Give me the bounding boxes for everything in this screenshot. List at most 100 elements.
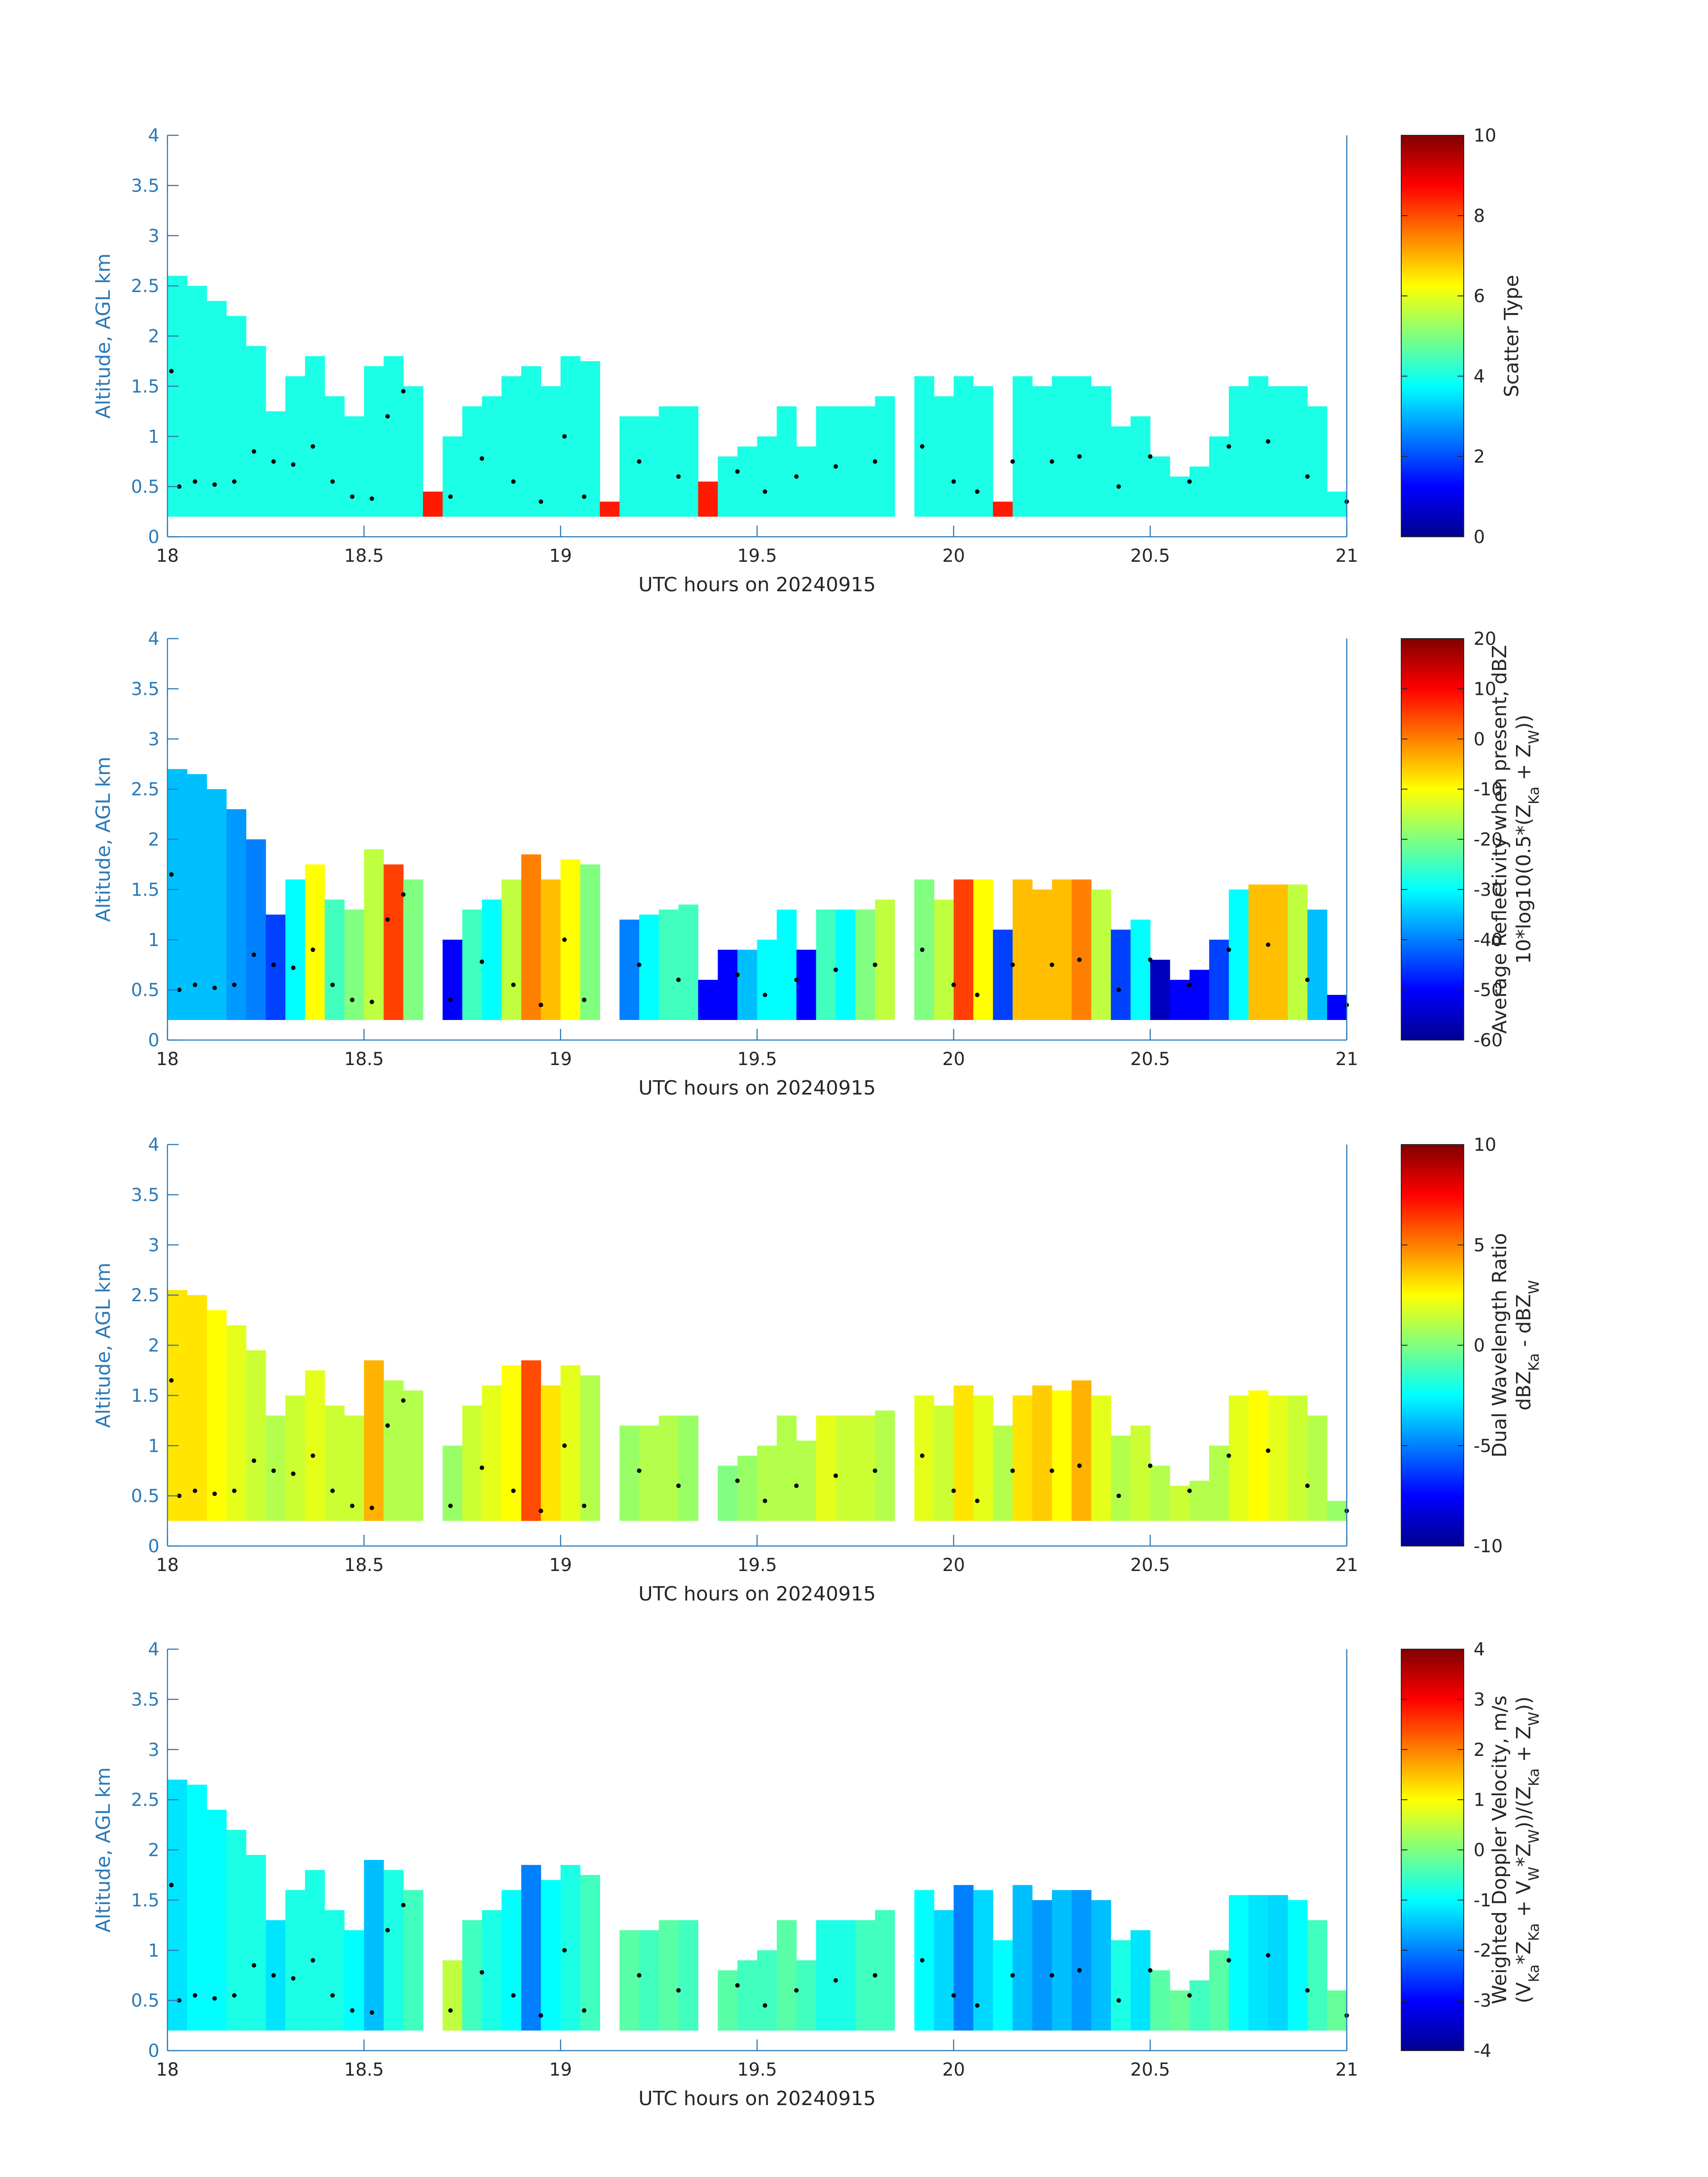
heatmap-cell (207, 301, 227, 517)
point (794, 1483, 799, 1488)
heatmap-cell (639, 416, 659, 517)
heatmap-cell (1268, 1395, 1288, 1521)
heatmap-cell (1032, 889, 1052, 1020)
colorbar-label-part: Weighted Doppler Velocity, m/s (1488, 1696, 1511, 2005)
heatmap-cell (777, 909, 797, 1020)
point (212, 986, 217, 990)
y-tick-label: 4 (148, 1639, 159, 1660)
heatmap-cell (1189, 1980, 1210, 2031)
x-tick-label: 18.5 (344, 1049, 384, 1070)
colorbar-label-part: (V (1512, 1982, 1535, 2003)
heatmap-cell (1052, 376, 1072, 517)
x-axis-label: UTC hours on 20240915 (639, 573, 876, 596)
x-axis-label: UTC hours on 20240915 (639, 1583, 876, 1605)
heatmap-cell (1209, 1446, 1229, 1521)
colorbar-label-part: Scatter Type (1500, 275, 1523, 397)
colorbar-label-part: Ka (1525, 1353, 1542, 1371)
heatmap-cell (1130, 1425, 1151, 1521)
heatmap-cell (639, 915, 659, 1020)
point (951, 479, 956, 484)
colorbar-label-part: )) (1512, 715, 1535, 730)
heatmap-cell (1307, 1920, 1328, 2031)
heatmap-cell (1111, 426, 1131, 517)
point (480, 1970, 484, 1975)
heatmap-cell (1012, 376, 1033, 517)
point (735, 1478, 740, 1483)
heatmap-cell (1012, 1395, 1033, 1521)
heatmap-cell (1287, 386, 1308, 517)
heatmap-cell (1248, 376, 1269, 517)
y-tick-label: 0 (148, 1536, 159, 1557)
heatmap-cell (246, 1350, 266, 1521)
point (1116, 1493, 1121, 1498)
heatmap-cell (678, 406, 698, 517)
point (920, 1453, 925, 1458)
point (177, 1998, 182, 2003)
heatmap-cell (934, 396, 954, 517)
heatmap-cell (285, 1395, 305, 1521)
point (480, 1465, 484, 1470)
x-tick-label: 20 (942, 1049, 965, 1070)
heatmap-cell (501, 1890, 522, 2031)
point (330, 1993, 335, 1998)
heatmap-cell (501, 376, 522, 517)
colorbar-label-part: 10*log10(0.5*(Z (1512, 804, 1535, 964)
heatmap-cell (796, 949, 817, 1020)
point (1010, 1973, 1015, 1978)
point (975, 489, 980, 494)
point (833, 464, 838, 469)
colorbar-label-part: W (1525, 1867, 1542, 1881)
heatmap-cell (855, 1920, 876, 2031)
heatmap-cell (737, 949, 757, 1020)
colorbar-tick-label: -50 (1474, 980, 1503, 1001)
heatmap-cell (875, 899, 895, 1020)
colorbar-tick-label: -1 (1474, 1890, 1491, 1911)
heatmap-cell (462, 1920, 482, 2031)
heatmap-cell (1032, 386, 1052, 517)
y-tick-label: 3.5 (131, 175, 159, 196)
point (735, 469, 740, 474)
heatmap-cell (560, 1365, 580, 1521)
point (676, 474, 681, 479)
heatmap-cell (364, 1360, 384, 1521)
heatmap-cell (816, 406, 836, 517)
point (291, 1976, 296, 1981)
heatmap-cell (325, 1405, 345, 1521)
y-tick-label: 2.5 (131, 779, 159, 800)
heatmap-cell (678, 1920, 698, 2031)
point (582, 998, 587, 1003)
heatmap-cell (855, 406, 876, 517)
heatmap-cell (1091, 1900, 1111, 2031)
colorbar-label-part: W (1525, 1829, 1542, 1843)
point (1049, 459, 1054, 464)
point (637, 459, 642, 464)
colorbar-tick-label: 20 (1474, 629, 1496, 649)
point (511, 982, 516, 987)
point (369, 999, 374, 1004)
point (369, 2010, 374, 2015)
heatmap-cell (1150, 1970, 1170, 2031)
point (975, 1498, 980, 1503)
x-tick-label: 19 (549, 2060, 572, 2080)
y-tick-label: 1 (148, 426, 159, 447)
heatmap-cell (1189, 1480, 1210, 1521)
colorbar-label-part: dBZ (1512, 1371, 1535, 1410)
x-tick-label: 18 (156, 1049, 179, 1070)
colorbar-tick-label: -5 (1474, 1436, 1491, 1456)
point (763, 2003, 768, 2008)
heatmap-panel: 0 0.5 1 1.5 2 2.5 3 3.5 4 18 18.5 19 19.5 20 20.5 21 UTC… (92, 629, 1542, 1099)
x-tick-label: 18.5 (344, 1555, 384, 1575)
heatmap-cell (207, 789, 227, 1020)
heatmap-cell (1130, 919, 1151, 1020)
heatmap-cell (835, 909, 856, 1020)
point (251, 1458, 256, 1463)
point (350, 2008, 355, 2013)
y-tick-label: 1 (148, 1940, 159, 1961)
heatmap-cell (1327, 1990, 1347, 2031)
heatmap-cell (1150, 960, 1170, 1020)
point (448, 1504, 453, 1508)
point (1148, 1463, 1153, 1468)
heatmap-cell (698, 980, 718, 1020)
heatmap-cell (1091, 889, 1111, 1020)
heatmap-cell (560, 1865, 580, 2031)
